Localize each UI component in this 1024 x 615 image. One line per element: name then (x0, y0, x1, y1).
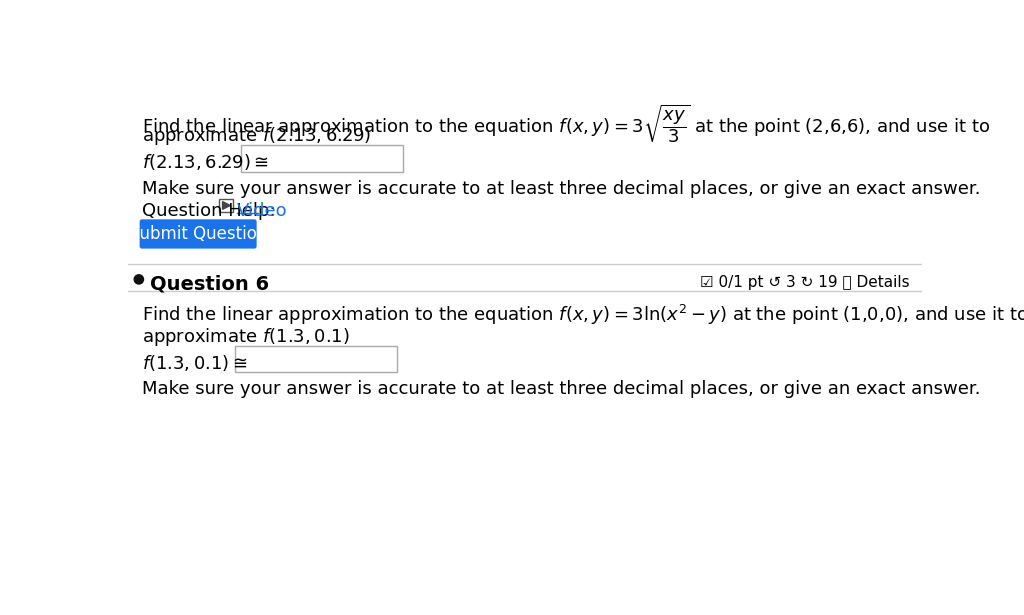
Text: Video: Video (237, 202, 287, 220)
Text: Question Help:: Question Help: (142, 202, 275, 220)
FancyBboxPatch shape (234, 346, 397, 372)
Text: approximate $f(2.13, 6.29)$: approximate $f(2.13, 6.29)$ (142, 125, 371, 148)
FancyBboxPatch shape (241, 145, 403, 172)
FancyBboxPatch shape (139, 220, 257, 248)
Text: Find the linear approximation to the equation $f(x, y) = 3\sqrt{\dfrac{xy}{3}}$ : Find the linear approximation to the equ… (142, 102, 990, 145)
Text: Submit Question: Submit Question (129, 225, 267, 243)
Text: Find the linear approximation to the equation $f(x, y) = 3\ln(x^2 - y)$ at the p: Find the linear approximation to the equ… (142, 303, 1024, 327)
Circle shape (134, 275, 143, 284)
Text: Question 6: Question 6 (151, 275, 269, 294)
Text: $f(1.3, 0.1) \cong$: $f(1.3, 0.1) \cong$ (142, 352, 248, 373)
Text: approximate $f(1.3, 0.1)$: approximate $f(1.3, 0.1)$ (142, 325, 349, 347)
Polygon shape (222, 202, 230, 209)
Text: Make sure your answer is accurate to at least three decimal places, or give an e: Make sure your answer is accurate to at … (142, 180, 980, 198)
FancyBboxPatch shape (219, 199, 233, 212)
Text: $f(2.13, 6.29) \cong$: $f(2.13, 6.29) \cong$ (142, 153, 269, 172)
Text: ☑ 0/1 pt ↺ 3 ↻ 19 ⓘ Details: ☑ 0/1 pt ↺ 3 ↻ 19 ⓘ Details (699, 275, 909, 290)
Text: Make sure your answer is accurate to at least three decimal places, or give an e: Make sure your answer is accurate to at … (142, 380, 980, 399)
